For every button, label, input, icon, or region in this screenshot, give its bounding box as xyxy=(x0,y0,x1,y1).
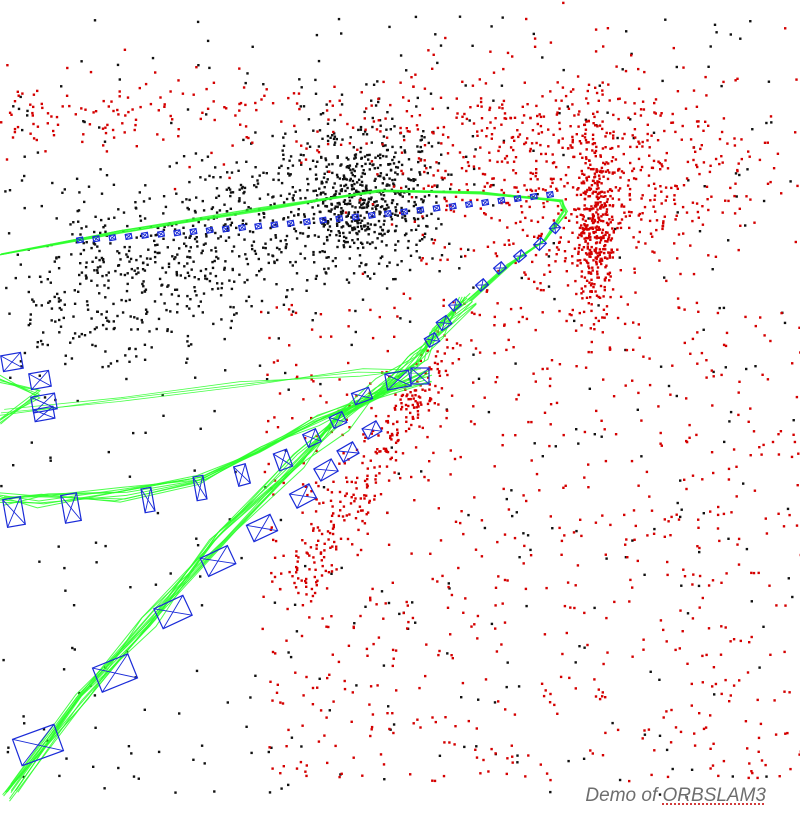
caption-prefix: Demo of xyxy=(585,785,663,806)
keyframe-frustums xyxy=(0,190,562,767)
orbslam3-link[interactable]: ORBSLAM3 xyxy=(662,785,766,806)
map-points-reference xyxy=(0,1,800,783)
demo-caption: Demo of ORBSLAM3 xyxy=(585,785,766,807)
map-points-other xyxy=(0,15,795,799)
